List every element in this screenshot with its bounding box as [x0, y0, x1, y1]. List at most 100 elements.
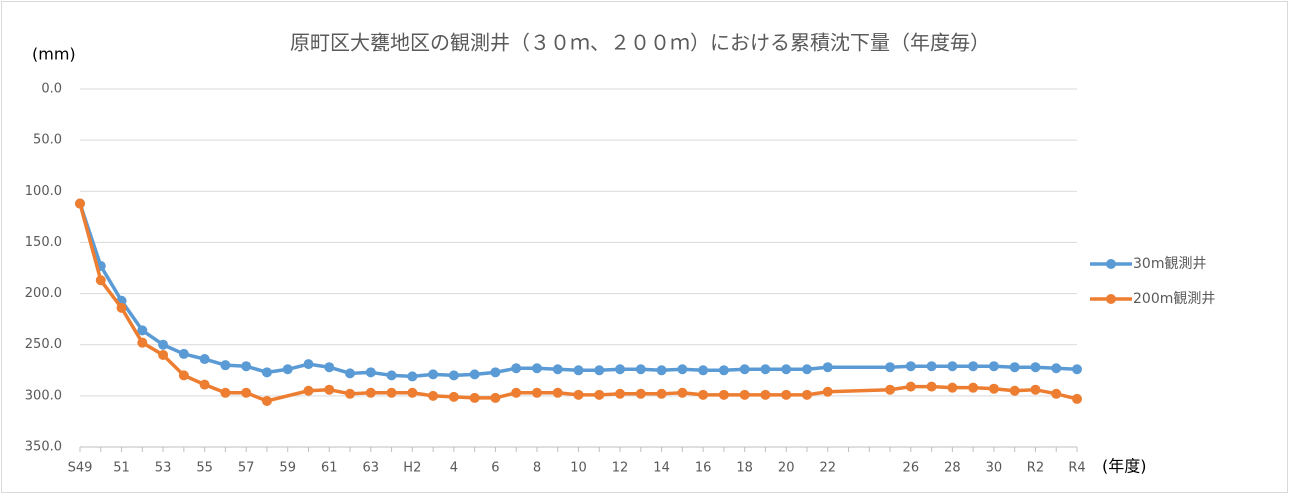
- x-tick-label: 26: [903, 461, 920, 476]
- series-gap-link: [266, 389, 309, 403]
- data-point: [241, 387, 252, 398]
- data-point: [739, 364, 750, 375]
- x-tick-label: S49: [68, 461, 93, 476]
- data-point: [1030, 384, 1041, 395]
- data-point: [573, 389, 584, 400]
- y-axis-label: (mm): [32, 45, 76, 64]
- data-point: [822, 386, 833, 397]
- x-tick-label: 14: [653, 461, 670, 476]
- x-tick-label: 28: [944, 461, 961, 476]
- chart-title: 原町区大甕地区の観測井（３０ｍ、２００ｍ）における累積沈下量（年度毎）: [290, 31, 990, 55]
- legend-marker: [1106, 294, 1116, 304]
- data-point: [407, 371, 418, 382]
- data-point: [386, 387, 397, 398]
- data-point: [988, 383, 999, 394]
- data-point: [490, 367, 501, 378]
- data-point: [448, 370, 459, 381]
- x-tick-label: 10: [570, 461, 587, 476]
- data-point: [1051, 363, 1062, 374]
- y-tick-label: 50.0: [33, 133, 62, 148]
- data-point: [448, 391, 459, 402]
- x-tick-label: 55: [196, 461, 213, 476]
- data-point: [905, 381, 916, 392]
- data-point: [282, 364, 293, 375]
- data-point: [760, 364, 771, 375]
- data-point: [573, 365, 584, 376]
- series-gap-link: [827, 387, 891, 394]
- data-point: [801, 389, 812, 400]
- data-point: [178, 348, 189, 359]
- data-point: [1009, 385, 1020, 396]
- data-point: [531, 363, 542, 374]
- data-point: [635, 388, 646, 399]
- data-point: [199, 379, 210, 390]
- x-tick-label: H2: [403, 461, 421, 476]
- data-point: [1072, 364, 1082, 375]
- data-point: [511, 363, 522, 374]
- data-point: [137, 325, 148, 336]
- data-point: [718, 389, 729, 400]
- data-point: [116, 302, 127, 313]
- data-point: [531, 387, 542, 398]
- data-point: [303, 359, 314, 370]
- legend-marker: [1106, 259, 1116, 269]
- legend-label: 200m観測井: [1133, 290, 1215, 307]
- data-point: [324, 384, 335, 395]
- data-point: [781, 364, 792, 375]
- data-point: [947, 361, 958, 372]
- data-point: [968, 361, 979, 372]
- data-point: [656, 388, 667, 399]
- data-point: [781, 389, 792, 400]
- data-point: [905, 361, 916, 372]
- data-point: [428, 390, 439, 401]
- x-tick-label: 18: [736, 461, 753, 476]
- data-point: [926, 361, 937, 372]
- y-tick-label: 350.0: [25, 440, 62, 455]
- data-point: [1030, 362, 1041, 373]
- data-point: [303, 385, 314, 396]
- x-tick-label: 61: [321, 461, 338, 476]
- data-point: [718, 365, 729, 376]
- y-tick-label: 200.0: [25, 286, 62, 301]
- data-point: [158, 349, 169, 360]
- data-point: [178, 370, 189, 381]
- x-tick-label: 57: [238, 461, 255, 476]
- x-tick-label: 20: [778, 461, 795, 476]
- data-point: [885, 384, 896, 395]
- data-point: [635, 364, 646, 375]
- data-point: [386, 370, 397, 381]
- data-point: [220, 360, 231, 371]
- data-point: [220, 387, 231, 398]
- data-point: [760, 389, 771, 400]
- x-tick-label: 4: [450, 461, 458, 476]
- data-point: [511, 387, 522, 398]
- y-tick-label: 150.0: [25, 235, 62, 250]
- x-tick-label: 16: [695, 461, 712, 476]
- x-tick-label: 53: [155, 461, 172, 476]
- data-point: [345, 388, 356, 399]
- x-tick-label: 22: [819, 461, 836, 476]
- y-tick-label: 300.0: [25, 388, 62, 403]
- data-point: [324, 362, 335, 373]
- data-point: [490, 392, 501, 403]
- y-tick-label: 100.0: [25, 184, 62, 199]
- x-tick-label: 6: [491, 461, 499, 476]
- x-tick-label: 12: [612, 461, 629, 476]
- series-line: [78, 203, 268, 403]
- legend-label: 30m観測井: [1133, 255, 1206, 272]
- data-point: [615, 364, 626, 375]
- data-point: [988, 361, 999, 372]
- data-point: [407, 387, 418, 398]
- data-point: [137, 337, 148, 348]
- data-point: [1072, 393, 1082, 404]
- data-point: [75, 198, 85, 209]
- data-point: [95, 275, 106, 286]
- y-tick-label: 0.0: [41, 82, 62, 97]
- data-point: [552, 387, 563, 398]
- x-tick-label: R2: [1027, 461, 1044, 476]
- data-point: [261, 367, 272, 378]
- data-point: [365, 387, 376, 398]
- data-point: [469, 369, 480, 380]
